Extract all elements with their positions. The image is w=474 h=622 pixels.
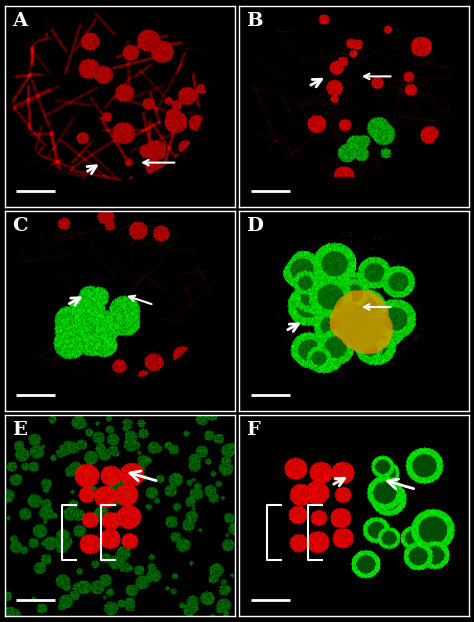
- Text: E: E: [12, 421, 27, 439]
- Text: F: F: [246, 421, 260, 439]
- Text: A: A: [12, 12, 27, 30]
- Text: B: B: [246, 12, 263, 30]
- Text: C: C: [12, 216, 27, 234]
- Text: D: D: [246, 216, 263, 234]
